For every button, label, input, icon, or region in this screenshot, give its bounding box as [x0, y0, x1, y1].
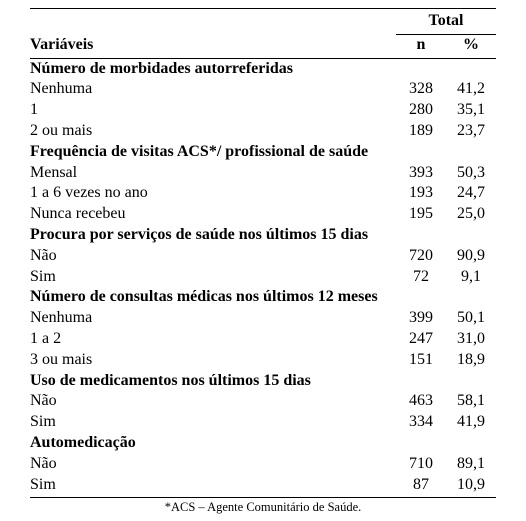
row-n: 247 — [396, 329, 446, 350]
table-row: Sim8710,9 — [30, 475, 496, 498]
row-label: Sim — [30, 412, 396, 433]
row-pct: 24,7 — [446, 183, 496, 204]
row-label: Nenhuma — [30, 308, 396, 329]
col-header-pct: % — [446, 34, 496, 58]
row-pct: 89,1 — [446, 454, 496, 475]
row-n: 463 — [396, 391, 446, 412]
row-n: 720 — [396, 246, 446, 267]
section-header: Número de consultas médicas nos últimos … — [30, 287, 496, 308]
table-row: Não72090,9 — [30, 246, 496, 267]
row-pct: 23,7 — [446, 121, 496, 142]
section-header: Número de morbidades autorreferidas — [30, 58, 496, 79]
table-row: Nenhuma39950,1 — [30, 308, 496, 329]
table-row: Não46358,1 — [30, 391, 496, 412]
row-pct: 50,1 — [446, 308, 496, 329]
row-n: 72 — [396, 267, 446, 288]
table-row: 1 a 6 vezes no ano19324,7 — [30, 183, 496, 204]
table-row: Não71089,1 — [30, 454, 496, 475]
row-n: 334 — [396, 412, 446, 433]
section-header: Procura por serviços de saúde nos último… — [30, 225, 496, 246]
row-label: Não — [30, 246, 396, 267]
table-row: 1 a 224731,0 — [30, 329, 496, 350]
row-n: 151 — [396, 350, 446, 371]
row-pct: 58,1 — [446, 391, 496, 412]
col-header-n: n — [396, 34, 446, 58]
row-label: Sim — [30, 475, 396, 498]
row-pct: 41,9 — [446, 412, 496, 433]
row-pct: 25,0 — [446, 204, 496, 225]
row-n: 710 — [396, 454, 446, 475]
table-row: Sim33441,9 — [30, 412, 496, 433]
row-label: Nenhuma — [30, 79, 396, 100]
section-header: Frequência de visitas ACS*/ profissional… — [30, 142, 496, 163]
row-label: Mensal — [30, 163, 396, 184]
row-pct: 9,1 — [446, 267, 496, 288]
row-label: 3 ou mais — [30, 350, 396, 371]
row-n: 393 — [396, 163, 446, 184]
col-header-variables: Variáveis — [30, 9, 396, 59]
row-n: 189 — [396, 121, 446, 142]
table-row: 3 ou mais15118,9 — [30, 350, 496, 371]
row-pct: 10,9 — [446, 475, 496, 498]
row-n: 399 — [396, 308, 446, 329]
row-label: Não — [30, 391, 396, 412]
section-header: Uso de medicamentos nos últimos 15 dias — [30, 371, 496, 392]
footnote: *ACS – Agente Comunitário de Saúde. — [30, 500, 496, 515]
row-n: 280 — [396, 100, 446, 121]
row-pct: 50,3 — [446, 163, 496, 184]
row-n: 87 — [396, 475, 446, 498]
row-pct: 18,9 — [446, 350, 496, 371]
table-row: Nenhuma32841,2 — [30, 79, 496, 100]
table-row: Nunca recebeu19525,0 — [30, 204, 496, 225]
row-label: Não — [30, 454, 396, 475]
row-n: 328 — [396, 79, 446, 100]
row-pct: 35,1 — [446, 100, 496, 121]
row-pct: 41,2 — [446, 79, 496, 100]
row-label: 1 a 2 — [30, 329, 396, 350]
row-pct: 90,9 — [446, 246, 496, 267]
row-n: 193 — [396, 183, 446, 204]
row-pct: 31,0 — [446, 329, 496, 350]
section-header: Automedicação — [30, 433, 496, 454]
row-label: 1 — [30, 100, 396, 121]
data-table: Variáveis Total n % Número de morbidades… — [30, 8, 496, 498]
row-label: 1 a 6 vezes no ano — [30, 183, 396, 204]
table-row: Sim729,1 — [30, 267, 496, 288]
table-row: 128035,1 — [30, 100, 496, 121]
row-n: 195 — [396, 204, 446, 225]
row-label: 2 ou mais — [30, 121, 396, 142]
table-row: Mensal39350,3 — [30, 163, 496, 184]
row-label: Nunca recebeu — [30, 204, 396, 225]
table-row: 2 ou mais18923,7 — [30, 121, 496, 142]
col-header-total: Total — [396, 9, 496, 35]
row-label: Sim — [30, 267, 396, 288]
